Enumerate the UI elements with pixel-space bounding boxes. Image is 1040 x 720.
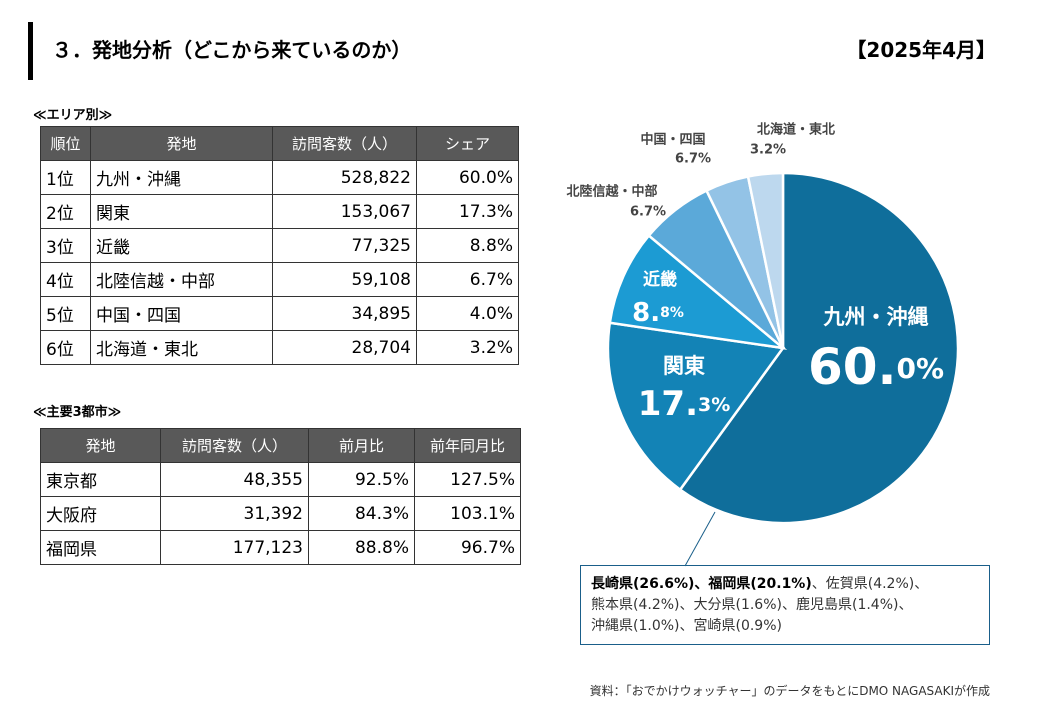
cell: 4位 [40, 262, 91, 297]
slice-name: 北海道・東北 [757, 122, 835, 138]
row: 東京都 48,355 92.5% 127.5% [40, 462, 521, 497]
slice-label: 6.7% [675, 152, 711, 167]
row: 4位 北陸信越・中部 59,108 6.7% [40, 262, 519, 297]
cell: 153,067 [272, 194, 417, 229]
source: 資料：「おでかけウォッチャー」のデータをもとにDMO NAGASAKIが作成 [589, 684, 990, 698]
cell: 東京都 [40, 462, 161, 497]
slice-name: 関東 [663, 354, 705, 378]
cell: 3.2% [416, 330, 519, 365]
cell: 92.5% [308, 462, 415, 497]
caption: ≪主要3都市≫ [33, 405, 122, 420]
city-table: 発地 訪問客数（人） 前月比 前年同月比 東京都 48,355 92.5% 127.5% 大阪府… [40, 428, 521, 565]
slice-label: 17.3% [638, 384, 731, 424]
cell: 4.0% [416, 296, 519, 331]
header-cell: 訪問客数（人） [272, 126, 417, 161]
cell: 88.8% [308, 530, 415, 565]
area-table: 順位 発地 訪問客数（人） シェア 1位 九州・沖縄 528,822 60.0% 2位 関東 153… [40, 126, 519, 365]
row: 1位 九州・沖縄 528,822 60.0% [40, 160, 519, 195]
header-cell: 発地 [40, 428, 161, 463]
cell: 近畿 [90, 228, 273, 263]
cell: 31,392 [160, 496, 309, 531]
cell: 77,325 [272, 228, 417, 263]
cell: 6位 [40, 330, 91, 365]
header-cell: 発地 [90, 126, 273, 161]
pie-slice [746, 171, 785, 349]
period: 【2025年4月】 [846, 38, 996, 62]
cell: 福岡県 [40, 530, 161, 565]
slice-label: 3.2% [750, 143, 786, 158]
slice-label: 6.7% [630, 205, 666, 220]
slice-label: 60.0% [808, 338, 944, 396]
slice-name: 近畿 [643, 269, 677, 290]
cell: 84.3% [308, 496, 415, 531]
pie-slice [608, 233, 788, 350]
row: 2位 関東 153,067 17.3% [40, 194, 519, 229]
cell: 17.3% [416, 194, 519, 229]
pie-slice [678, 171, 960, 525]
cell: 中国・四国 [90, 296, 273, 331]
cell: 96.7% [414, 530, 521, 565]
row: 大阪府 31,392 84.3% 103.1% [40, 496, 521, 531]
slice-name: 九州・沖縄 [823, 305, 929, 329]
callout-line [684, 511, 716, 567]
note-text: 、佐賀県(4.2%)、 [811, 576, 929, 592]
row: 3位 近畿 77,325 8.8% [40, 228, 519, 263]
header-cell: 順位 [40, 126, 91, 161]
cell: 60.0% [416, 160, 519, 195]
cell: 3位 [40, 228, 91, 263]
cell: 2位 [40, 194, 91, 229]
slice-label: 8.8% [632, 298, 684, 328]
cell: 528,822 [272, 160, 417, 195]
title: ３．発地分析（どこから来ているのか） [52, 38, 412, 62]
note-text: 沖縄県(1.0%)、宮崎県(0.9%) [591, 618, 782, 634]
header-cell: 前月比 [308, 428, 415, 463]
caption: ≪エリア別≫ [33, 108, 113, 123]
cell: 28,704 [272, 330, 417, 365]
cell: 177,123 [160, 530, 309, 565]
note: 長崎県(26.6%)、福岡県(20.1%)、佐賀県(4.2%)、熊本県(4.2%… [580, 565, 990, 645]
row: 福岡県 177,123 88.8% 96.7% [40, 530, 521, 565]
note-bold: 長崎県(26.6%)、福岡県(20.1%) [591, 576, 812, 592]
cell: 北陸信越・中部 [90, 262, 273, 297]
note-text: 熊本県(4.2%)、大分県(1.6%)、鹿児島県(1.4%)、 [591, 597, 913, 613]
slice-name: 北陸信越・中部 [566, 184, 657, 200]
row: 6位 北海道・東北 28,704 3.2% [40, 330, 519, 365]
pie-slice [606, 321, 786, 492]
title-bar [28, 22, 33, 80]
cell: 北海道・東北 [90, 330, 273, 365]
header-cell: 訪問客数（人） [160, 428, 309, 463]
cell: 59,108 [272, 262, 417, 297]
slice-name: 中国・四国 [640, 132, 705, 148]
cell: 8.8% [416, 228, 519, 263]
